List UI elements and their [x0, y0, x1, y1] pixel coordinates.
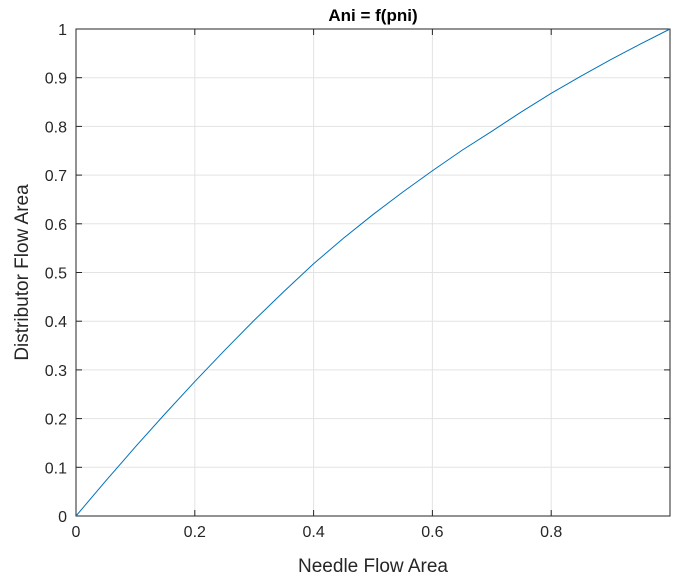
y-axis-label: Distributor Flow Area	[12, 184, 33, 361]
y-tick-label: 0.8	[45, 119, 67, 136]
y-tick-label: 0.2	[45, 412, 67, 429]
y-tick-label: 0.4	[45, 314, 67, 331]
y-tick-label: 0.5	[45, 266, 67, 283]
x-tick-label: 0.8	[540, 524, 562, 541]
chart-title: Ani = f(pni)	[328, 6, 417, 25]
y-tick-label: 0	[58, 509, 67, 526]
y-tick-label: 1	[58, 22, 67, 39]
x-tick-label: 0.6	[421, 524, 443, 541]
y-tick-label: 0.7	[45, 168, 67, 185]
y-tick-label: 0.6	[45, 217, 67, 234]
x-axis-label: Needle Flow Area	[298, 556, 448, 577]
y-tick-label: 0.9	[45, 71, 67, 88]
series-layer	[75, 28, 671, 517]
x-tick-label: 0.4	[302, 524, 324, 541]
y-tick-label: 0.3	[45, 363, 67, 380]
series-line	[75, 28, 671, 517]
grid	[76, 29, 670, 516]
y-tick-label: 0.1	[45, 460, 67, 477]
x-tick-label: 0	[72, 524, 81, 541]
ticks: 0 0.2 0.4 0.6 0.8 0 0.1 0.2 0.3 0.4 0.5 0.6 0.7 0.8 0.…	[45, 22, 671, 541]
x-tick-label: 0.2	[184, 524, 206, 541]
